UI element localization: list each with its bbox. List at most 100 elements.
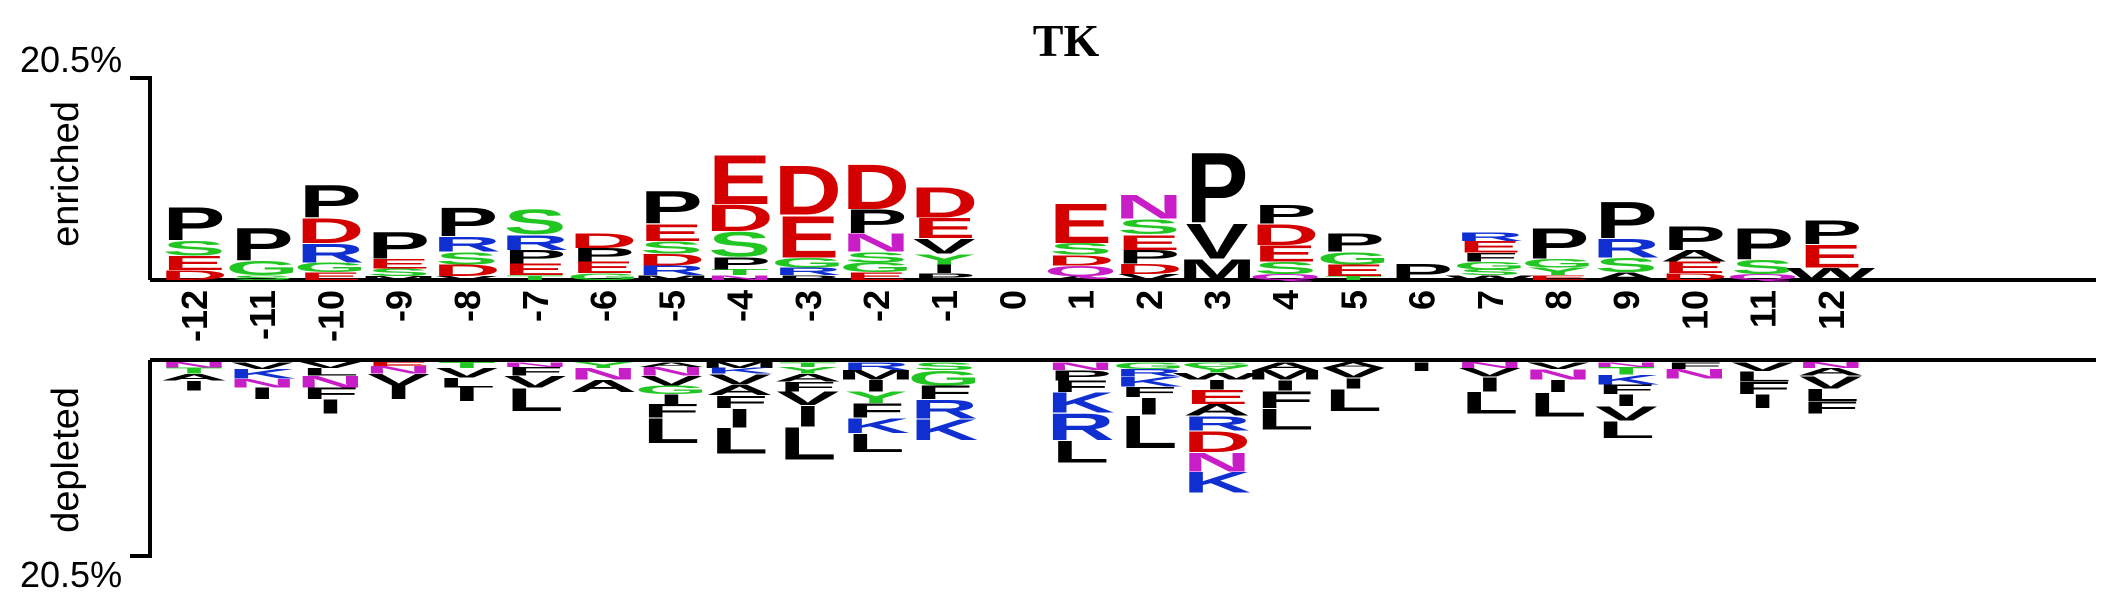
enriched-residue-glyph: S <box>231 274 294 282</box>
depleted-residue-glyph: L <box>1802 385 1859 404</box>
enriched-residue-glyph: N <box>706 274 774 282</box>
enriched-residue-glyph: S <box>1254 259 1317 278</box>
enriched-scale-bracket <box>130 76 152 280</box>
enriched-residue-glyph: P <box>708 254 771 273</box>
depleted-residue-glyph: F <box>1256 386 1313 413</box>
enriched-residue-glyph: P <box>1254 199 1317 230</box>
depleted-residue-glyph: F <box>506 365 563 379</box>
enriched-residue-glyph: S <box>1049 240 1112 258</box>
position-tick-label: 6 <box>1402 290 1443 310</box>
depleted-residue-glyph: I <box>1545 377 1571 396</box>
enriched-residue-glyph: D <box>569 228 637 252</box>
enriched-residue-glyph: P <box>1663 219 1726 257</box>
depleted-residue-glyph: R <box>910 394 978 425</box>
depleted-residue-glyph: F <box>711 392 768 411</box>
depleted-residue-glyph: V <box>504 373 567 391</box>
enriched-residue-glyph: S <box>1595 254 1658 277</box>
enriched-residue-glyph: E <box>845 270 908 282</box>
depleted-residue-glyph: K <box>1183 466 1251 499</box>
enriched-residue-glyph: E <box>776 204 839 271</box>
enriched-residue-glyph: N <box>842 229 910 258</box>
enriched-residue-glyph: G <box>1521 256 1594 270</box>
depleted-residue-glyph: N <box>228 376 296 390</box>
enriched-residue-glyph: Q <box>1249 273 1322 282</box>
depleted-residue-glyph: K <box>1115 374 1183 389</box>
depleted-residue-glyph: R <box>1047 406 1115 448</box>
depleted-residue-glyph: L <box>711 421 768 462</box>
depleted-residue-glyph: R <box>842 360 910 372</box>
depleted-residue-glyph: L <box>1325 383 1382 418</box>
depleted-residue-glyph: V <box>231 360 294 371</box>
enriched-residue-glyph: F <box>1461 251 1518 265</box>
enriched-residue-glyph: D <box>774 151 842 230</box>
depleted-residue-glyph: Y <box>845 389 908 407</box>
depleted-residue-glyph: I <box>1750 391 1776 412</box>
depleted-residue-glyph: I <box>1477 373 1503 396</box>
depleted-residue-glyph: A <box>706 382 774 399</box>
enriched-residue-glyph: P <box>1186 132 1249 244</box>
enriched-residue-glyph: E <box>1458 238 1521 256</box>
depleted-residue-glyph: F <box>847 399 904 422</box>
enriched-residue-glyph: P <box>1117 247 1180 268</box>
depleted-residue-glyph: A <box>160 372 228 383</box>
depleted-residue-glyph: N <box>637 365 705 379</box>
enriched-residue-glyph: D <box>433 262 501 280</box>
position-tick-label: 10 <box>1674 290 1715 330</box>
depleted-residue-glyph: F <box>1734 379 1791 398</box>
position-tick-label: -10 <box>310 290 351 342</box>
enriched-residue-glyph: V <box>1117 273 1180 282</box>
depleted-residue-glyph: L <box>1597 416 1654 443</box>
position-tick-label: -4 <box>720 290 761 322</box>
enriched-residue-glyph: P <box>1322 229 1385 258</box>
enriched-residue-glyph: P <box>640 182 703 234</box>
enriched-residue-glyph: P <box>845 203 908 241</box>
position-tick-label: -1 <box>924 290 965 322</box>
enriched-residue-glyph: G <box>1453 260 1526 272</box>
enriched-residue-glyph: P <box>299 176 362 228</box>
enriched-residue-glyph: S <box>1731 256 1794 279</box>
enriched-residue-glyph: D <box>637 251 705 269</box>
position-tick-label: -6 <box>583 290 624 322</box>
depleted-residue-glyph: R <box>1115 367 1183 379</box>
depleted-residue-glyph: D <box>1183 425 1251 458</box>
position-tick-label: -12 <box>174 290 215 342</box>
depleted-residue-glyph: Y <box>776 365 839 376</box>
position-tick-label: 7 <box>1470 290 1511 310</box>
enriched-residue-glyph: R <box>433 232 501 256</box>
depleted-residue-glyph: V <box>708 371 771 388</box>
enriched-residue-glyph: P <box>504 247 567 268</box>
enriched-residue-glyph: Q <box>1044 263 1117 280</box>
position-tick-label: -5 <box>651 290 692 322</box>
depleted-residue-glyph: F <box>1120 384 1177 401</box>
enriched-residue-glyph: E <box>1254 241 1317 267</box>
position-tick-label: -9 <box>379 290 420 322</box>
depleted-residue-glyph: I <box>1136 393 1162 420</box>
position-tick-label: 5 <box>1333 290 1374 310</box>
depleted-residue-glyph: Y <box>572 361 635 370</box>
depleted-residue-glyph: N <box>1524 366 1592 383</box>
depleted-residue-glyph: L <box>1052 434 1109 469</box>
depleted-residue-glyph: F <box>1802 398 1859 417</box>
enriched-residue-glyph: D <box>706 197 774 239</box>
depleted-residue-glyph: A <box>569 377 637 396</box>
depleted-residue-glyph: A <box>1797 366 1865 378</box>
position-tick-label: -8 <box>447 290 488 322</box>
depleted-residue-glyph: L <box>1256 402 1313 435</box>
depleted-residue-glyph: T <box>779 361 837 369</box>
depleted-residue-glyph: F <box>1666 360 1723 371</box>
depleted-residue-glyph: N <box>1592 361 1660 369</box>
depleted-residue-glyph: L <box>438 375 495 390</box>
enriched-residue-glyph: E <box>1117 230 1180 254</box>
depleted-residue-glyph: G <box>908 366 981 390</box>
depleted-residue-glyph: N <box>1183 447 1251 478</box>
depleted-residue-glyph: L <box>643 412 700 451</box>
enriched-residue-glyph: T <box>711 268 769 277</box>
depleted-residue-glyph: L <box>302 366 359 378</box>
depleted-residue-glyph: S <box>913 360 976 372</box>
depleted-residue-glyph: V <box>1799 373 1862 392</box>
enriched-residue-glyph: S <box>708 225 771 264</box>
depleted-residue-glyph: V <box>1458 366 1521 380</box>
depleted-residue-glyph: F <box>915 382 972 403</box>
residue-stacks: DESPNTAISGPVKNIEGRDPVLNFIMSEPENVIVDSRPTV… <box>160 132 1875 499</box>
enriched-residue-glyph: P <box>435 200 498 245</box>
